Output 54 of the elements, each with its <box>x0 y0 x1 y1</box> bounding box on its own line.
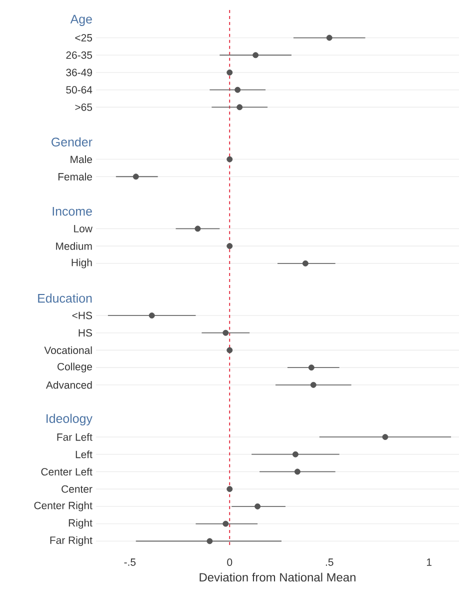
point <box>206 538 213 544</box>
point <box>292 451 298 458</box>
y-tick-label: Education <box>38 294 92 303</box>
y-tick-label: Low <box>74 225 92 232</box>
x-tick-label: 0 <box>227 558 232 566</box>
y-tick-label: >65 <box>75 104 92 111</box>
point <box>226 486 233 492</box>
y-tick-label: Medium <box>56 242 92 250</box>
y-tick-label: Center <box>62 485 92 493</box>
point <box>226 243 233 250</box>
x-tick-label: 1 <box>426 558 432 566</box>
y-tick-label: Left <box>76 450 92 458</box>
point <box>222 330 229 336</box>
y-tick-label: Center Left <box>41 468 92 476</box>
y-tick-label: 26-35 <box>66 51 92 59</box>
point <box>226 347 233 354</box>
point <box>310 382 316 388</box>
y-tick-label: HS <box>78 329 92 337</box>
y-tick-label: Male <box>70 155 92 164</box>
point <box>326 34 332 41</box>
point <box>254 503 261 510</box>
point <box>226 156 233 162</box>
point <box>252 52 259 58</box>
point <box>382 434 388 440</box>
x-tick-label: -.5 <box>124 558 136 566</box>
y-tick-label: Gender <box>52 137 92 146</box>
y-tick-label: Ideology <box>46 414 92 426</box>
y-tick-label: Far Right <box>50 536 92 546</box>
point <box>194 226 201 232</box>
point <box>236 104 243 110</box>
y-tick-label: Vocational <box>44 346 92 354</box>
y-tick-label: 50-64 <box>66 86 92 94</box>
point <box>308 364 314 371</box>
y-tick-label: <25 <box>75 34 92 42</box>
y-tick-label: 36-49 <box>66 68 92 76</box>
y-tick-label: <HS <box>72 312 92 320</box>
y-tick-label: Center Right <box>34 502 92 512</box>
y-tick-label: Age <box>70 14 92 26</box>
point <box>132 174 139 180</box>
y-tick-label: High <box>72 258 92 268</box>
point <box>294 468 300 475</box>
y-tick-label: College <box>58 362 92 372</box>
y-tick-label: Advanced <box>46 381 92 389</box>
point <box>302 260 308 266</box>
x-axis-title: Deviation from National Mean <box>200 572 356 582</box>
y-tick-label: Income <box>52 207 92 216</box>
y-tick-label: Female <box>58 172 92 180</box>
x-tick-label: .5 <box>326 558 334 566</box>
point <box>222 520 229 527</box>
y-tick-label: Far Left <box>57 433 92 441</box>
y-tick-label: Right <box>68 518 92 529</box>
point <box>234 86 241 93</box>
point <box>226 69 233 76</box>
point <box>148 312 155 318</box>
